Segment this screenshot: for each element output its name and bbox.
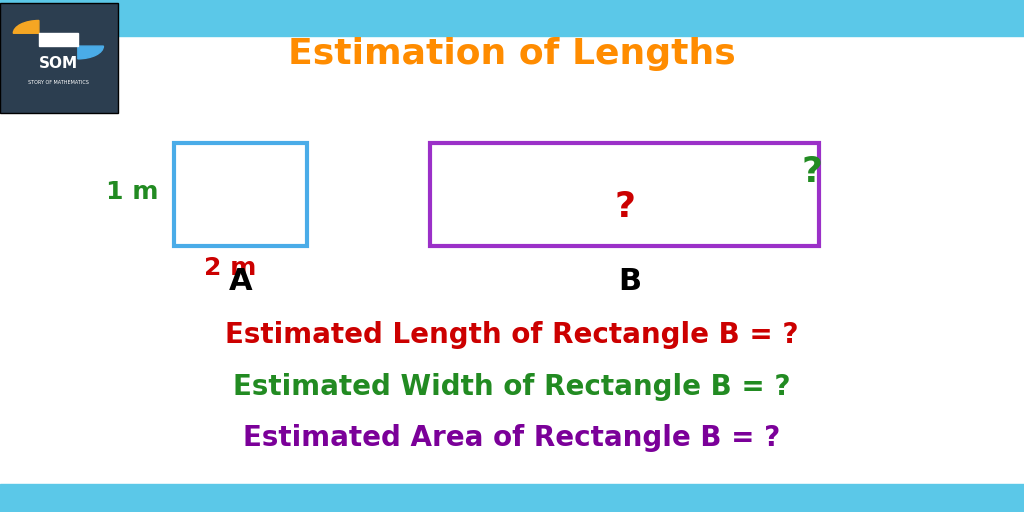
Text: SOM: SOM (39, 56, 78, 72)
Bar (0, 0, 1024, 36)
Wedge shape (78, 46, 103, 59)
Text: STORY OF MATHEMATICS: STORY OF MATHEMATICS (28, 80, 89, 86)
Text: ?: ? (614, 190, 635, 224)
Bar (0, 484, 1024, 512)
Text: Estimation of Lengths: Estimation of Lengths (288, 37, 736, 71)
Text: Estimated Area of Rectangle B = ?: Estimated Area of Rectangle B = ? (244, 424, 780, 452)
Text: B: B (618, 267, 641, 296)
Polygon shape (39, 33, 78, 46)
Text: Estimated Length of Rectangle B = ?: Estimated Length of Rectangle B = ? (225, 322, 799, 349)
Wedge shape (13, 20, 39, 33)
Text: Estimated Width of Rectangle B = ?: Estimated Width of Rectangle B = ? (233, 373, 791, 400)
Text: ?: ? (802, 155, 822, 188)
Text: 2 m: 2 m (204, 256, 257, 280)
Text: 1 m: 1 m (106, 180, 159, 204)
Text: A: A (228, 267, 253, 296)
Polygon shape (39, 33, 78, 46)
FancyBboxPatch shape (0, 3, 118, 113)
Bar (430, 143, 819, 246)
Bar (174, 143, 307, 246)
